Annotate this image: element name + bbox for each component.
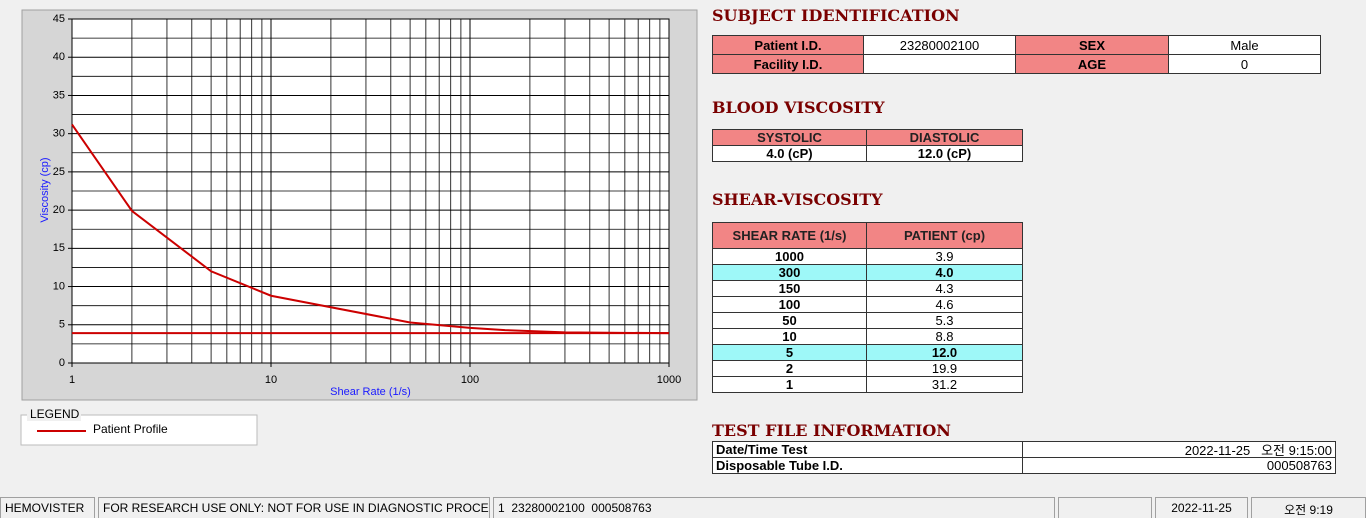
plot-border [71,18,670,364]
table-header: PATIENT (cp) [866,222,1023,249]
table-header: SYSTOLIC [712,129,867,146]
field-value: 0 [1168,54,1321,74]
x-tick-label: 10 [265,374,277,386]
y-tick-label: 30 [53,128,65,140]
table-cell: 150 [712,280,867,297]
section-title: SHEAR-VISCOSITY [712,190,883,209]
status-cell-empty [1058,497,1152,518]
field-label: Patient I.D. [712,35,864,55]
y-tick-label: 5 [59,319,65,331]
table-header: SHEAR RATE (1/s) [712,222,867,249]
y-tick-label: 35 [53,89,65,101]
section-title: TEST FILE INFORMATION [712,421,951,440]
section-title: SUBJECT IDENTIFICATION [712,6,960,25]
x-axis-label: Shear Rate (1/s) [330,386,411,398]
status-cell: 오전 9:19 [1251,497,1366,518]
section-title: BLOOD VISCOSITY [712,98,885,117]
y-tick-label: 20 [53,204,65,216]
info-label: Disposable Tube I.D. [712,457,1023,474]
legend-title-bg [27,409,81,421]
table-cell: 50 [712,312,867,329]
y-tick-label: 40 [53,51,65,63]
status-cell: HEMOVISTER [0,497,95,518]
table-cell: 2 [712,360,867,377]
info-value: 2022-11-25 오전 9:15:00 [1022,441,1336,458]
status-cell: 1 23280002100 000508763 [493,497,1055,518]
y-tick-label: 0 [59,357,65,369]
table-cell: 4.6 [866,296,1023,313]
table-cell: 4.0 [866,264,1023,281]
field-value: Male [1168,35,1321,55]
table-cell: 1 [712,376,867,393]
table-cell: 300 [712,264,867,281]
table-cell: 19.9 [866,360,1023,377]
table-cell: 3.9 [866,248,1023,265]
info-label: Date/Time Test [712,441,1023,458]
y-tick-label: 10 [53,280,65,292]
y-tick-label: 15 [53,242,65,254]
table-cell: 100 [712,296,867,313]
table-value: 4.0 (cP) [712,145,867,162]
table-cell: 10 [712,328,867,345]
table-cell: 1000 [712,248,867,265]
field-value [863,54,1016,74]
status-cell: 2022-11-25 [1155,497,1248,518]
table-value: 12.0 (cP) [866,145,1023,162]
y-axis-label: Viscosity (cp) [39,157,51,222]
info-value: 000508763 [1022,457,1336,474]
table-cell: 4.3 [866,280,1023,297]
x-tick-label: 1 [69,374,75,386]
x-tick-label: 1000 [657,374,681,386]
table-cell: 5 [712,344,867,361]
table-header: DIASTOLIC [866,129,1023,146]
y-tick-label: 25 [53,166,65,178]
legend-title: LEGEND [30,407,80,421]
table-cell: 31.2 [866,376,1023,393]
field-value: 23280002100 [863,35,1016,55]
legend-entry: Patient Profile [93,422,168,436]
table-cell: 5.3 [866,312,1023,329]
series-line [71,123,670,335]
y-tick-label: 45 [53,13,65,25]
field-label: Facility I.D. [712,54,864,74]
field-label: AGE [1015,54,1169,74]
table-cell: 12.0 [866,344,1023,361]
table-cell: 8.8 [866,328,1023,345]
x-tick-label: 100 [461,374,479,386]
status-cell: FOR RESEARCH USE ONLY: NOT FOR USE IN DI… [98,497,490,518]
field-label: SEX [1015,35,1169,55]
chart: 0 5 10 15 20 25 30 35 40 45 1 10 100 1000 Shear Rate (… [20,9,698,446]
